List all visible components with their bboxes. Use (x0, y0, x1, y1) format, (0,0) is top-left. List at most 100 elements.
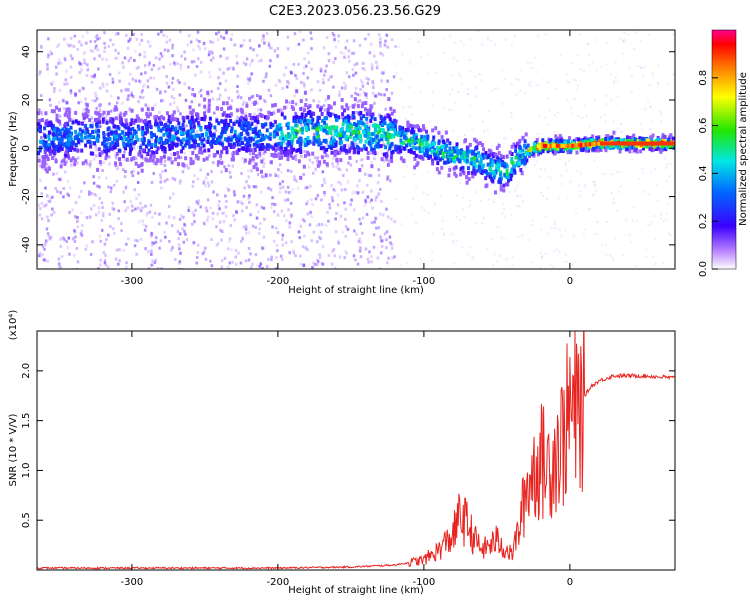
spectrogram-noise-cell (630, 151, 633, 154)
spectrogram-signal-cell (261, 137, 265, 142)
spectrogram-noise-cell (634, 31, 637, 34)
spectrogram-noise-cell (367, 115, 371, 119)
spectrogram-noise-cell (474, 191, 477, 194)
spectrogram-signal-cell (554, 138, 558, 143)
spectrogram-noise-cell (152, 161, 156, 165)
spectrogram-tone-cell (560, 143, 563, 148)
spectrogram-signal-cell (112, 133, 116, 138)
spectrogram-noise-cell (136, 171, 140, 175)
spectrogram-signal-cell (425, 150, 429, 155)
spectrogram-signal-cell (57, 107, 61, 112)
spectrogram-noise-cell (299, 262, 303, 266)
spectrogram-xtick-label: -200 (267, 276, 290, 287)
spectrogram-tone-cell (641, 141, 644, 146)
spectrogram-noise-cell (400, 223, 403, 226)
spectrogram-noise-cell (222, 211, 226, 215)
spectrogram-noise-cell (218, 199, 221, 203)
spectrogram-signal-cell (481, 156, 485, 161)
spectrogram-noise-cell (272, 112, 276, 116)
spectrogram-signal-cell (541, 149, 545, 154)
spectrogram-signal-cell (159, 121, 163, 126)
spectrogram-noise-cell (38, 213, 42, 217)
spectrogram-noise-cell (578, 151, 581, 154)
spectrogram-noise-cell (222, 71, 225, 75)
spectrogram-signal-cell (517, 156, 521, 161)
spectrogram-noise-cell (544, 116, 547, 119)
spectrogram-signal-cell (479, 160, 483, 165)
spectrogram-signal-cell (141, 125, 145, 130)
spectrogram-noise-cell (57, 257, 61, 261)
spectrogram-noise-cell (107, 44, 111, 48)
spectrogram-noise-cell (123, 56, 127, 60)
spectrogram-signal-cell (196, 120, 200, 125)
spectrogram-noise-cell (42, 131, 45, 135)
spectrogram-noise-cell (39, 94, 43, 98)
spectrogram-signal-cell (287, 134, 291, 139)
spectrogram-signal-cell (535, 137, 539, 142)
spectrogram-noise-cell (478, 73, 481, 76)
spectrogram-signal-cell (115, 138, 119, 143)
spectrogram-signal-cell (465, 155, 469, 160)
spectrogram-signal-cell (53, 136, 57, 141)
spectrogram-signal-cell (160, 115, 164, 120)
spectrogram-noise-cell (273, 49, 277, 53)
spectrogram-noise-cell (637, 65, 640, 68)
spectrogram-signal-cell (372, 123, 376, 128)
spectrogram-signal-cell (208, 116, 212, 121)
spectrogram-noise-cell (249, 213, 252, 217)
spectrogram-signal-cell (501, 163, 505, 168)
spectrogram-noise-cell (260, 246, 264, 250)
spectrogram-signal-cell (130, 108, 134, 113)
spectrogram-signal-cell (351, 111, 355, 116)
spectrogram-signal-cell (447, 173, 451, 178)
spectrogram-signal-cell (362, 129, 366, 134)
spectrogram-noise-cell (592, 181, 595, 184)
spectrogram-noise-cell (133, 188, 136, 192)
spectrogram-noise-cell (496, 260, 499, 263)
spectrogram-noise-cell (550, 177, 553, 180)
spectrogram-noise-cell (78, 71, 81, 75)
spectrogram-noise-cell (239, 261, 243, 265)
spectrogram-noise-cell (71, 57, 74, 61)
spectrogram-noise-cell (137, 206, 140, 210)
spectrogram-noise-cell (140, 32, 143, 36)
spectrogram-signal-cell (521, 135, 525, 140)
spectrogram-signal-cell (446, 138, 450, 143)
spectrogram-noise-cell (405, 117, 408, 120)
spectrogram-noise-cell (297, 62, 300, 66)
spectrogram-noise-cell (670, 150, 673, 153)
spectrogram-noise-cell (218, 82, 222, 86)
spectrogram-noise-cell (176, 106, 179, 110)
spectrogram-signal-cell (245, 145, 249, 150)
spectrogram-signal-cell (433, 152, 437, 157)
spectrogram-signal-cell (404, 136, 408, 141)
spectrogram-noise-cell (144, 247, 147, 251)
spectrogram-noise-cell (617, 190, 620, 193)
spectrogram-signal-cell (80, 138, 84, 143)
spectrogram-noise-cell (139, 237, 143, 241)
spectrogram-signal-cell (135, 135, 139, 140)
spectrogram-signal-cell (170, 160, 174, 165)
spectrogram-signal-cell (313, 138, 317, 143)
spectrogram-signal-cell (670, 144, 674, 149)
spectrogram-noise-cell (251, 224, 255, 228)
spectrogram-noise-cell (303, 84, 306, 88)
spectrogram-signal-cell (64, 149, 68, 154)
spectrogram-noise-cell (578, 33, 581, 36)
spectrogram-noise-cell (167, 215, 171, 219)
spectrogram-signal-cell (374, 128, 378, 133)
spectrogram-signal-cell (188, 105, 192, 110)
spectrogram-noise-cell (503, 208, 506, 211)
spectrogram-signal-cell (71, 120, 75, 125)
spectrogram-noise-cell (415, 185, 418, 188)
spectrogram-noise-cell (172, 61, 176, 65)
spectrogram-signal-cell (194, 133, 198, 138)
spectrogram-noise-cell (310, 37, 313, 41)
spectrogram-noise-cell (248, 152, 252, 156)
spectrogram-noise-cell (199, 205, 203, 209)
spectrogram-noise-cell (153, 211, 157, 215)
spectrogram-signal-cell (94, 129, 98, 134)
spectrogram-signal-cell (248, 143, 252, 148)
spectrogram-noise-cell (134, 157, 138, 161)
spectrogram-noise-cell (127, 237, 130, 241)
